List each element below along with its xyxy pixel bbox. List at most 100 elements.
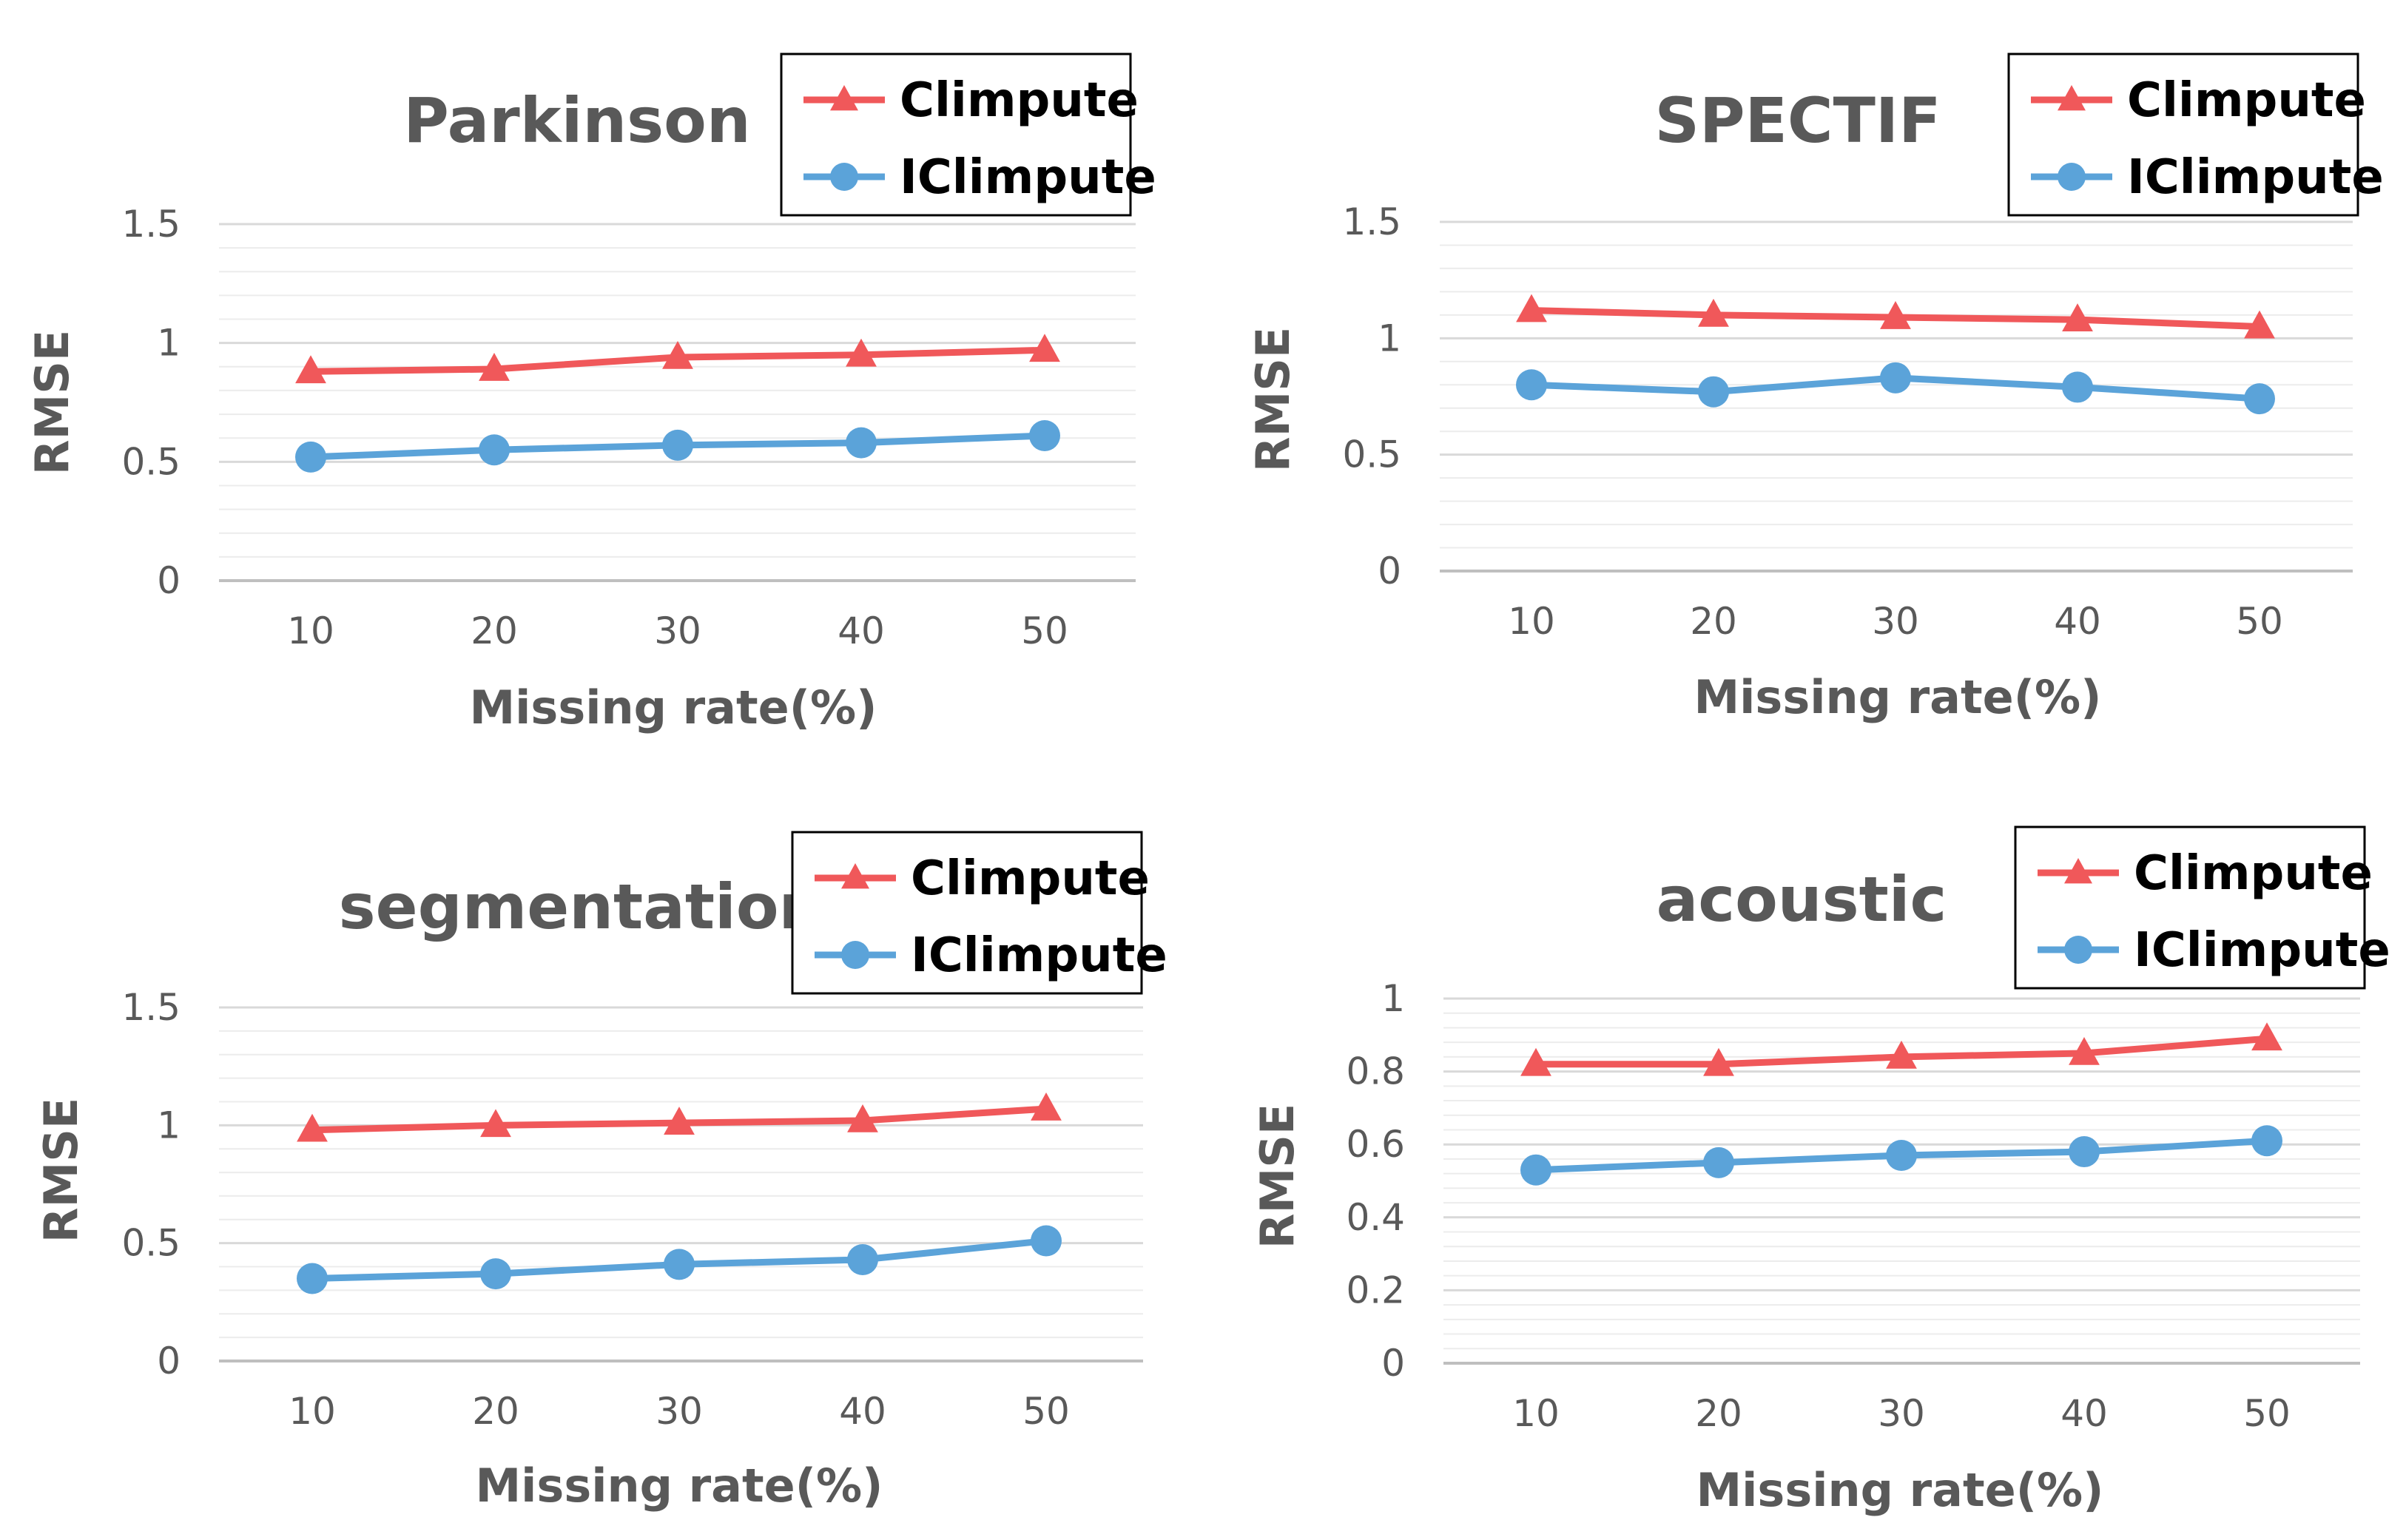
- legend-marker-triangle: [2064, 858, 2092, 884]
- x-axis-title: Missing rate(%): [469, 680, 877, 734]
- data-point-circle: [664, 1249, 695, 1280]
- data-point-triangle: [2069, 1036, 2100, 1065]
- y-tick-label: 0: [157, 1340, 181, 1382]
- series-climpute: [1516, 294, 2275, 339]
- series-iclimpute: [1516, 362, 2275, 415]
- x-tick-label: 30: [656, 1390, 703, 1433]
- x-axis-title: Missing rate(%): [1694, 670, 2101, 724]
- legend: Climpute IClimpute: [2014, 825, 2390, 990]
- series-climpute: [295, 334, 1060, 384]
- x-tick-label: 30: [654, 609, 701, 652]
- legend-marker-triangle: [2058, 85, 2086, 111]
- minor-gridlines: [219, 1030, 1143, 1339]
- data-point-triangle: [1880, 301, 1911, 329]
- y-axis-title: RMSE: [34, 1098, 88, 1243]
- x-tick-label: 40: [839, 1390, 886, 1433]
- y-tick-label: 0.5: [121, 1222, 181, 1265]
- legend-label: Climpute: [900, 73, 1139, 128]
- legend-label: Climpute: [911, 851, 1150, 906]
- chart-panel-3: 0 0.5 1 1.5 10 20 30 40 50 segmentation Missing ra…: [34, 831, 1167, 1513]
- y-tick-label: 0.5: [1342, 433, 1401, 476]
- x-tick-label: 10: [289, 1390, 336, 1433]
- legend-marker-triangle: [841, 863, 869, 889]
- minor-gridlines: [219, 247, 1136, 558]
- x-tick-label: 10: [287, 609, 334, 652]
- data-point-triangle: [847, 1104, 878, 1132]
- y-tick-label: 1: [1378, 317, 1401, 359]
- data-point-triangle: [295, 355, 326, 384]
- data-point-circle: [1031, 1225, 1062, 1257]
- legend: Climpute IClimpute: [780, 53, 1156, 217]
- y-tick-label: 0.4: [1346, 1196, 1405, 1239]
- data-point-triangle: [1886, 1040, 1917, 1069]
- data-point-circle: [2244, 383, 2275, 415]
- legend-label: IClimpute: [900, 150, 1156, 205]
- minor-gridlines: [1443, 1012, 2360, 1350]
- y-tick-label: 0.5: [121, 440, 181, 483]
- x-tick-label: 30: [1878, 1392, 1925, 1435]
- legend-label: IClimpute: [2134, 923, 2390, 978]
- legend: Climpute IClimpute: [2007, 53, 2384, 217]
- data-point-circle: [2069, 1136, 2100, 1168]
- legend-marker-circle: [830, 163, 858, 191]
- x-tick-label: 20: [471, 609, 518, 652]
- data-point-circle: [1703, 1146, 1734, 1178]
- data-point-circle: [847, 1243, 878, 1275]
- data-point-circle: [480, 1258, 511, 1290]
- y-tick-label: 0: [1378, 550, 1401, 592]
- data-point-triangle: [2062, 303, 2093, 331]
- data-point-triangle: [297, 1113, 328, 1142]
- x-axis-title: Missing rate(%): [1696, 1463, 2103, 1517]
- data-point-circle: [479, 434, 510, 466]
- x-tick-label: 50: [2236, 600, 2283, 643]
- chart-panel-2: 0 0.5 1 1.5 10 20 30 40 50 SPECTIF Missing rate(%)…: [1246, 53, 2384, 724]
- y-axis-title: RMSE: [25, 330, 79, 475]
- x-axis-title: Missing rate(%): [475, 1459, 883, 1513]
- data-point-triangle: [1703, 1047, 1734, 1076]
- chart-panel-4: 0 0.2 0.4 0.6 0.8 1 10 20 30 40 50 acoustic Missing …: [1250, 825, 2390, 1517]
- x-tick-label: 50: [2243, 1392, 2291, 1435]
- data-point-circle: [1698, 376, 1729, 408]
- x-tick-label: 30: [1872, 600, 1919, 643]
- data-point-circle: [297, 1263, 328, 1294]
- x-tick-label: 10: [1512, 1392, 1560, 1435]
- y-tick-label: 0: [1381, 1342, 1405, 1385]
- series-climpute: [1520, 1022, 2282, 1076]
- y-tick-label: 0.6: [1346, 1123, 1405, 1166]
- x-tick-label: 40: [2054, 600, 2101, 643]
- legend-marker-triangle: [830, 85, 858, 111]
- data-point-triangle: [480, 1109, 511, 1138]
- legend-label: Climpute: [2134, 846, 2373, 901]
- x-tick-label: 10: [1508, 600, 1555, 643]
- data-point-triangle: [1698, 298, 1729, 327]
- legend-marker-circle: [2058, 163, 2086, 191]
- x-tick-label: 50: [1022, 1390, 1070, 1433]
- data-point-triangle: [2251, 1022, 2282, 1051]
- x-tick-label: 40: [2060, 1392, 2108, 1435]
- data-point-circle: [2062, 371, 2093, 403]
- data-point-circle: [1886, 1139, 1917, 1171]
- y-tick-label: 1: [1381, 977, 1405, 1020]
- chart-panel-1: 0 0.5 1 1.5 10 20 30 40 50 Parkinson Missing rate(…: [25, 53, 1156, 734]
- y-tick-label: 1.5: [121, 986, 181, 1029]
- legend-label: IClimpute: [911, 928, 1167, 983]
- data-point-triangle: [1520, 1047, 1551, 1076]
- data-point-triangle: [662, 340, 693, 369]
- legend-label: IClimpute: [2127, 150, 2384, 205]
- data-point-triangle: [1029, 334, 1060, 362]
- data-point-triangle: [846, 338, 877, 367]
- y-tick-label: 0: [157, 559, 181, 602]
- data-point-circle: [1520, 1154, 1551, 1186]
- y-tick-label: 1: [157, 322, 181, 365]
- data-point-triangle: [479, 353, 510, 381]
- data-point-circle: [662, 429, 693, 461]
- series-iclimpute: [295, 419, 1060, 473]
- y-tick-label: 0.2: [1346, 1269, 1405, 1311]
- series-iclimpute: [297, 1225, 1062, 1294]
- data-point-triangle: [2244, 310, 2275, 339]
- data-point-circle: [846, 427, 877, 459]
- x-tick-label: 20: [1695, 1392, 1742, 1435]
- legend: Climpute IClimpute: [791, 831, 1167, 995]
- chart-title: SPECTIF: [1654, 84, 1941, 157]
- series-climpute: [297, 1092, 1062, 1142]
